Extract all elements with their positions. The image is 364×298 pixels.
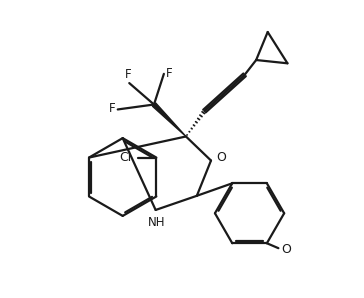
Text: F: F bbox=[108, 102, 115, 115]
Text: F: F bbox=[125, 68, 132, 81]
Text: O: O bbox=[281, 243, 291, 256]
Text: F: F bbox=[166, 67, 173, 80]
Text: NH: NH bbox=[147, 216, 165, 229]
Polygon shape bbox=[153, 103, 186, 136]
Text: O: O bbox=[216, 151, 226, 164]
Text: Cl: Cl bbox=[119, 151, 132, 164]
